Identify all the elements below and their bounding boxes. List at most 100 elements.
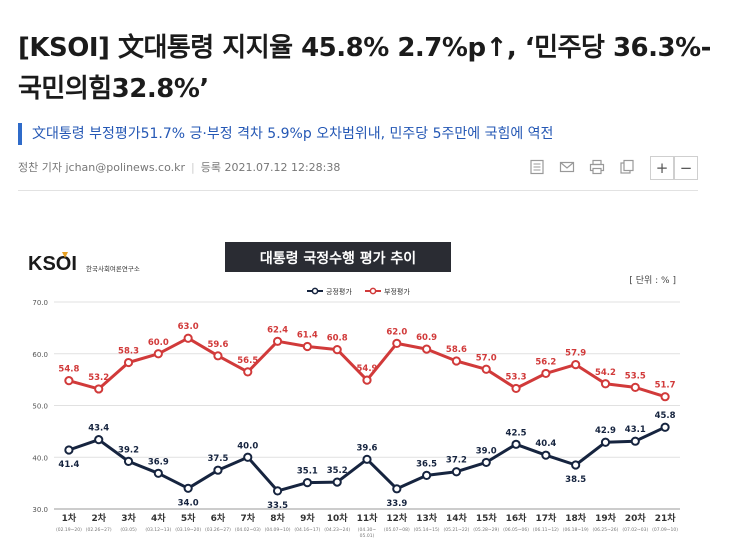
data-point (422, 470, 432, 480)
x-tick-label: 21차 (655, 512, 677, 524)
logo-org: 한국사회여론연구소 (86, 264, 140, 273)
x-tick-label: 8차 (270, 512, 285, 524)
data-point (94, 435, 104, 445)
copy-icon[interactable] (616, 156, 638, 178)
publish-date: 등록 2021.07.12 12:28:38 (200, 161, 341, 174)
data-label: 35.1 (297, 467, 318, 477)
data-label: 36.5 (416, 459, 437, 469)
x-date-label: (03.12~13) (145, 527, 171, 533)
data-point (332, 345, 342, 355)
data-label: 61.4 (297, 331, 318, 341)
x-tick-label: 10차 (327, 512, 349, 524)
y-tick-label: 70.0 (32, 299, 48, 307)
x-date-label: 05.01) (360, 533, 375, 539)
x-axis: 1차 (02.19~20) 2차 (02.26~27) 3차 (03.05) 4차 (03.1… (56, 512, 678, 539)
legend: 긍정평가 부정평가 (307, 287, 410, 296)
data-point (481, 457, 491, 468)
data-point (571, 460, 581, 470)
data-label: 56.2 (535, 357, 556, 367)
data-point (153, 468, 163, 478)
data-label: 33.9 (386, 499, 407, 509)
data-label: 42.5 (506, 428, 527, 438)
ksoi-logo: KSOI 한국사회여론연구소 (28, 250, 158, 283)
data-point (600, 379, 611, 389)
x-tick-label: 2차 (91, 512, 106, 524)
data-point (272, 336, 283, 346)
y-tick-label: 30.0 (32, 506, 48, 514)
data-label: 37.2 (446, 456, 467, 466)
data-label: 39.0 (476, 446, 497, 456)
data-label: 60.8 (327, 334, 348, 344)
data-point (64, 445, 74, 455)
legend-marker (311, 287, 319, 295)
x-tick-label: 6차 (211, 512, 226, 524)
x-tick-label: 1차 (62, 512, 77, 524)
data-point (64, 376, 74, 386)
data-point (600, 437, 611, 447)
data-label: 58.3 (118, 347, 139, 357)
x-date-label: (02.26~27) (86, 527, 112, 533)
x-tick-label: 9차 (300, 512, 315, 524)
data-point (511, 383, 521, 394)
chart-title: 대통령 국정수행 평가 추이 (260, 250, 416, 267)
data-label: 35.2 (327, 466, 348, 476)
data-label: 54.8 (58, 365, 79, 375)
data-point (451, 356, 462, 366)
data-label: 56.5 (237, 356, 258, 366)
data-point (94, 384, 104, 394)
data-point (213, 351, 223, 361)
x-date-label: (03.05) (120, 527, 137, 533)
x-tick-label: 12차 (386, 512, 408, 524)
y-tick-label: 50.0 (32, 403, 48, 411)
x-date-label: (04.09~10) (265, 527, 291, 533)
mail-icon[interactable] (556, 156, 578, 178)
x-date-label: (06.18~19) (563, 527, 589, 533)
legend-marker (369, 287, 377, 295)
data-point (362, 375, 372, 385)
font-decrease-button[interactable]: − (674, 156, 698, 180)
data-point (183, 483, 193, 493)
x-date-label: (06.25~26) (593, 527, 619, 533)
data-label: 42.9 (595, 426, 616, 436)
data-label: 39.6 (357, 443, 378, 453)
logo-accent (62, 252, 68, 258)
divider (18, 190, 698, 191)
x-date-label: (05.28~29) (473, 527, 499, 533)
data-point (332, 477, 342, 487)
x-tick-label: 14차 (446, 512, 468, 524)
x-tick-label: 18차 (565, 512, 587, 524)
x-date-label: (03.26~27) (205, 527, 231, 533)
data-point (272, 486, 283, 496)
data-point (123, 456, 134, 466)
data-point (541, 368, 551, 379)
data-point (302, 478, 312, 488)
data-point (541, 450, 551, 460)
data-label: 36.9 (148, 457, 169, 467)
print-icon[interactable] (586, 156, 608, 178)
approval-line-chart: 대통령 국정수행 평가 추이 [ 단위 : % ] 긍정평가 부정평가 30.0 4… (32, 242, 680, 539)
list-icon[interactable] (526, 156, 548, 178)
x-date-label: (05.14~15) (414, 527, 440, 533)
x-date-label: (07.09~10) (652, 527, 678, 533)
data-label: 51.7 (655, 381, 676, 391)
x-date-label: (05.21~22) (443, 527, 469, 533)
y-tick-label: 40.0 (32, 454, 48, 462)
data-label: 39.2 (118, 445, 139, 455)
x-tick-label: 5차 (181, 512, 196, 524)
data-label: 33.5 (267, 501, 288, 511)
x-tick-label: 16차 (506, 512, 528, 524)
data-label: 58.6 (446, 345, 467, 355)
data-label: 37.5 (207, 454, 228, 464)
data-point (451, 467, 462, 477)
data-point (153, 349, 163, 359)
data-point (660, 392, 670, 402)
x-date-label: (04.02~03) (235, 527, 261, 533)
data-label: 40.0 (237, 441, 258, 451)
data-label: 62.4 (267, 325, 288, 335)
font-increase-button[interactable]: + (650, 156, 674, 180)
data-label: 54.9 (357, 364, 378, 374)
legend-label: 긍정평가 (326, 287, 352, 296)
data-point (511, 439, 521, 449)
data-point (302, 341, 312, 352)
x-date-label: (06.05~06) (503, 527, 529, 533)
